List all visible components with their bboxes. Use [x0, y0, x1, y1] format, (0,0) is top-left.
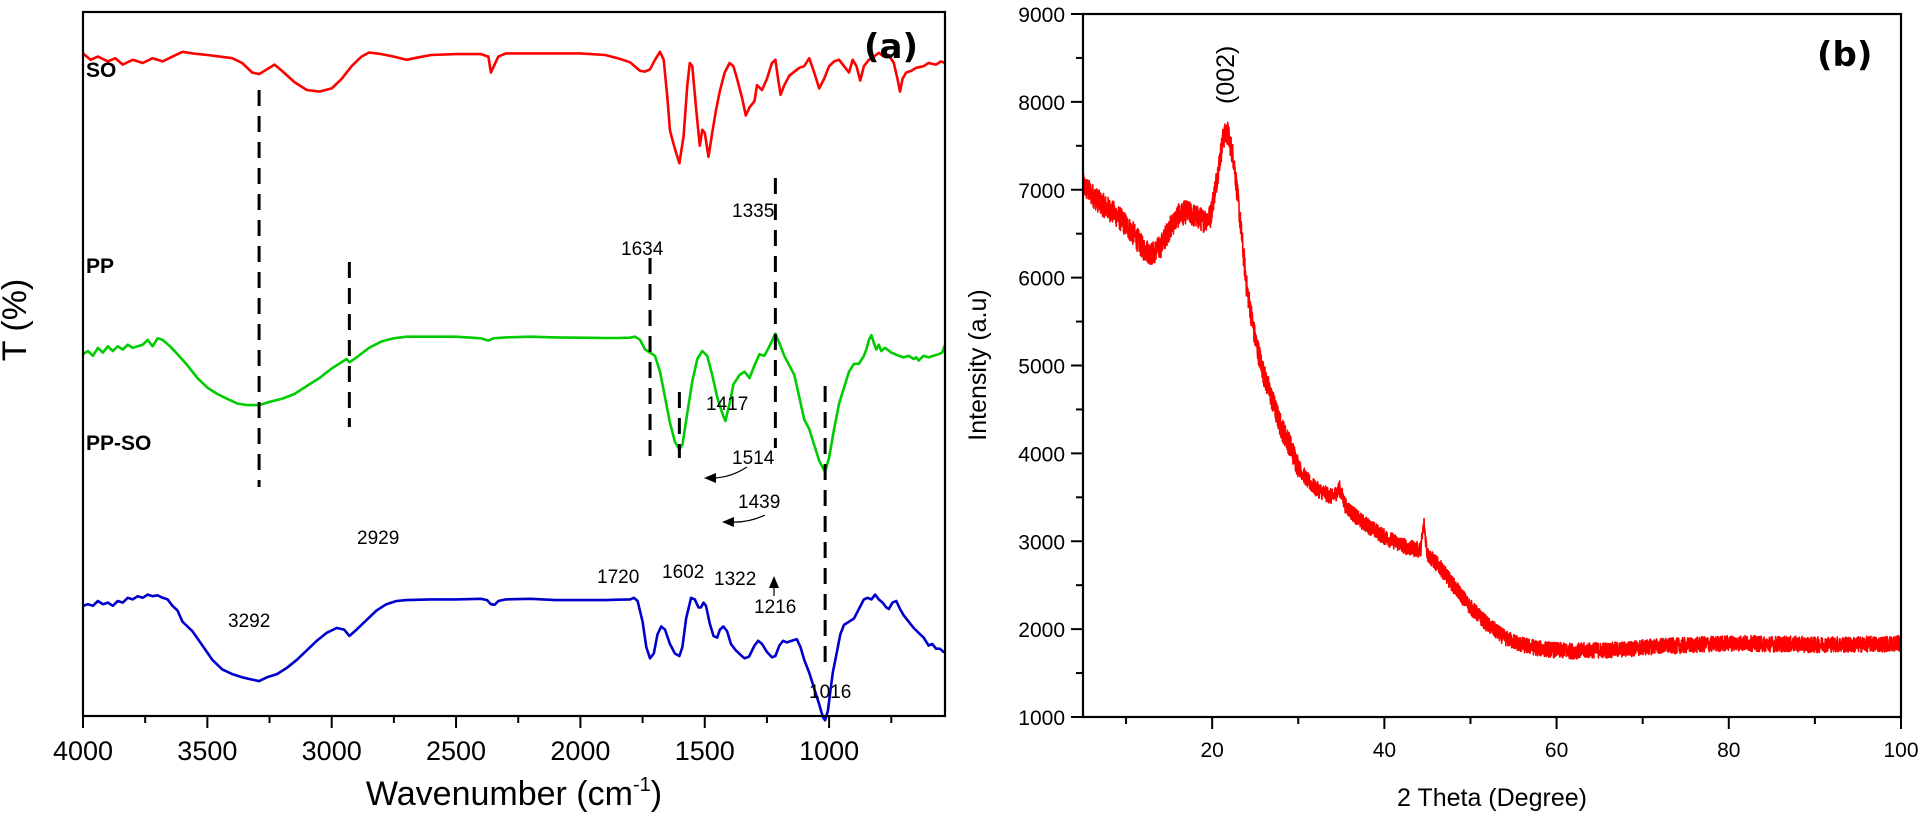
- xrd-y-tick-label: 1000: [1018, 707, 1065, 730]
- panel-label-b: (b): [1817, 35, 1872, 75]
- series-label-so: SO: [86, 59, 116, 82]
- ftir-x-tick-label: 1500: [675, 736, 735, 766]
- arrow-1439: [729, 514, 766, 523]
- xrd-y-axis-title: Intensity (a.u): [964, 289, 992, 440]
- series-label-pp: PP: [86, 255, 114, 278]
- xrd-y-tick-label: 2000: [1018, 619, 1065, 642]
- ftir-trace-pp-so: [82, 593, 946, 722]
- xrd-x-tick-label: 20: [1200, 739, 1223, 762]
- peak-label-1216: 1216: [754, 597, 796, 618]
- peak-label-1514: 1514: [732, 448, 775, 469]
- xrd-y-tick-label: 8000: [1018, 92, 1065, 115]
- ftir-panel: 4000 3500 3000 2500 2000 1500 1000 (a) SO PP P…: [0, 10, 947, 813]
- xrd-y-tick-label: 9000: [1018, 4, 1065, 27]
- peak-label-1335: 1335: [732, 201, 774, 222]
- peak-label-1016: 1016: [809, 682, 851, 703]
- peak-label-3292: 3292: [228, 611, 270, 632]
- peak-label-002: (002): [1212, 46, 1240, 104]
- ftir-trace-so: [82, 50, 946, 165]
- peak-label-1322: 1322: [714, 569, 756, 590]
- xrd-trace-line: [1082, 121, 1902, 660]
- xrd-x-tick-label: 40: [1373, 739, 1396, 762]
- xrd-y-tick-label: 6000: [1018, 268, 1065, 291]
- peak-label-1417: 1417: [706, 394, 748, 415]
- peak-label-1634: 1634: [621, 239, 664, 260]
- peak-label-1602: 1602: [662, 562, 704, 583]
- xrd-x-tick-label: 60: [1545, 739, 1568, 762]
- panel-label-a: (a): [864, 27, 918, 67]
- ftir-x-axis-title-close: ): [651, 775, 662, 813]
- xrd-panel: 20 40 60 80 100 1000 2000 3000 4000 5000 6000 7000 8…: [964, 4, 1919, 812]
- ftir-x-tick-label: 2000: [550, 736, 610, 766]
- arrow-head-1514: [704, 473, 716, 483]
- xrd-y-tick-label: 5000: [1018, 356, 1065, 379]
- xrd-tick-labels: 20 40 60 80 100 1000 2000 3000 4000 5000 6000 7000 8…: [1018, 4, 1918, 762]
- xrd-x-axis-title: 2 Theta (Degree): [1397, 784, 1587, 812]
- ftir-traces: [82, 50, 947, 722]
- ftir-x-tick-label: 1000: [799, 736, 859, 766]
- ftir-x-ticks: [82, 716, 893, 728]
- peak-label-1439: 1439: [738, 492, 780, 513]
- ftir-x-tick-label: 3000: [302, 736, 362, 766]
- xrd-x-tick-label: 80: [1717, 739, 1740, 762]
- ftir-x-axis-title: Wavenumber (cm-1): [366, 774, 662, 813]
- xrd-ticks: [1071, 13, 1902, 729]
- peak-label-1720: 1720: [597, 567, 639, 588]
- xrd-y-tick-label: 7000: [1018, 180, 1065, 203]
- ftir-y-axis-title: T (%): [0, 279, 34, 361]
- ftir-x-axis-title-sup: -1: [633, 774, 651, 796]
- xrd-plot-frame: [1081, 12, 1903, 719]
- ftir-x-tick-label: 3500: [177, 736, 237, 766]
- xrd-y-tick-label: 3000: [1018, 531, 1065, 554]
- xrd-x-tick-label: 100: [1883, 739, 1918, 762]
- xrd-y-tick-label: 4000: [1018, 443, 1065, 466]
- ftir-guide-lines: [257, 90, 827, 672]
- ftir-trace-pp: [82, 332, 947, 474]
- xrd-trace: [1082, 121, 1902, 660]
- ftir-x-axis-title-main: Wavenumber (cm: [366, 775, 633, 813]
- ftir-x-tick-labels: 4000 3500 3000 2500 2000 1500 1000: [53, 736, 859, 766]
- ftir-x-tick-label: 2500: [426, 736, 486, 766]
- arrow-head-1216: [769, 576, 779, 588]
- ftir-x-tick-label: 4000: [53, 736, 113, 766]
- ftir-plot-frame: [81, 10, 947, 718]
- arrow-head-1439: [722, 517, 734, 527]
- peak-label-2929: 2929: [357, 528, 399, 549]
- series-label-pp-so: PP-SO: [86, 432, 151, 455]
